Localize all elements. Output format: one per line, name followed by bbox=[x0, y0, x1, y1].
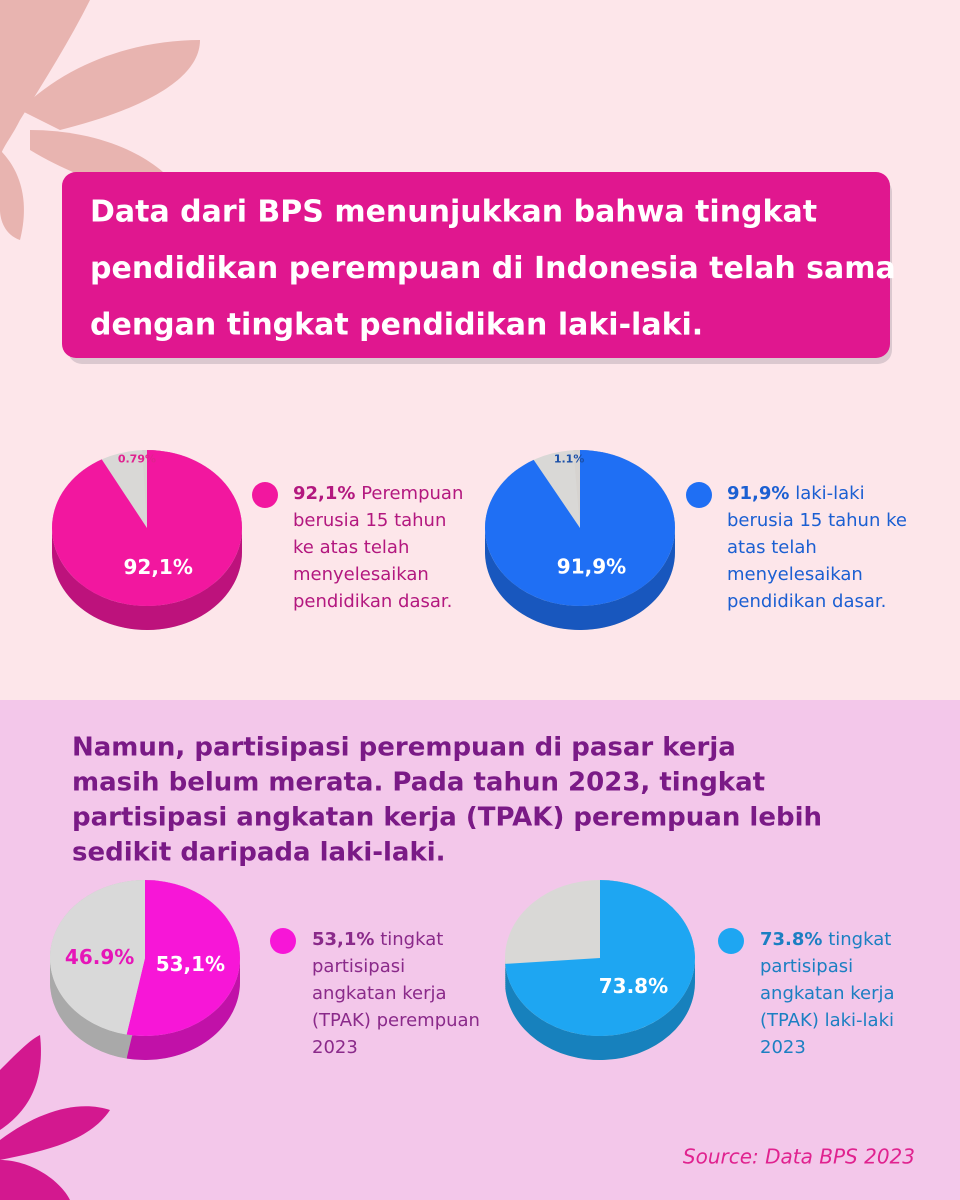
description-line: partisipasi bbox=[312, 956, 405, 977]
value-label: 73.8% bbox=[599, 974, 668, 998]
description-line: partisipasi bbox=[760, 956, 853, 977]
header-line: Data dari BPS menunjukkan bahwa tingkat bbox=[90, 195, 817, 230]
subheading-line: sedikit daripada laki-laki. bbox=[72, 838, 446, 868]
description-line: pendidikan dasar. bbox=[727, 591, 886, 612]
pie-slice bbox=[573, 450, 580, 528]
description-line: angkatan kerja bbox=[312, 983, 447, 1004]
description-text: tingkat bbox=[828, 929, 891, 950]
legend-bullet bbox=[718, 928, 744, 954]
description-line: 73.8% tingkat bbox=[760, 929, 891, 950]
description-highlight: 53,1% bbox=[312, 929, 374, 950]
value-label: 92,1% bbox=[124, 555, 193, 579]
legend-bullet bbox=[252, 482, 278, 508]
description-line: pendidikan dasar. bbox=[293, 591, 452, 612]
description-line: ke atas telah bbox=[293, 537, 409, 558]
description-text: Perempuan bbox=[361, 483, 463, 504]
description-highlight: 73.8% bbox=[760, 929, 822, 950]
description-line: 2023 bbox=[312, 1037, 358, 1058]
header-line: dengan tingkat pendidikan laki-laki. bbox=[90, 308, 703, 343]
pie-slice bbox=[49, 880, 145, 1035]
description-line: menyelesaikan bbox=[293, 564, 429, 585]
pie-chart: 92,1% 0.79% 92,1% Perempuan berusia 15 tahu… bbox=[51, 450, 463, 631]
legend-bullet bbox=[270, 928, 296, 954]
description-line: 53,1% tingkat bbox=[312, 929, 443, 950]
description-line: (TPAK) laki-laki bbox=[760, 1010, 894, 1031]
description-highlight: 92,1% bbox=[293, 483, 355, 504]
pie-slice bbox=[142, 450, 147, 528]
description-highlight: 91,9% bbox=[727, 483, 789, 504]
description-line: atas telah bbox=[727, 537, 817, 558]
description-text: laki-laki bbox=[795, 483, 864, 504]
description-line: angkatan kerja bbox=[760, 983, 895, 1004]
subheading-line: masih belum merata. Pada tahun 2023, tin… bbox=[72, 768, 765, 798]
value-label: 46.9% bbox=[65, 945, 134, 969]
header-line: pendidikan perempuan di Indonesia telah … bbox=[90, 251, 896, 286]
pie-chart: 91,9% 1.1% 91,9% laki-laki berusia 15 tahun… bbox=[484, 450, 907, 630]
value-label: 1.1% bbox=[554, 452, 585, 465]
pie-chart: 53,1% 46.9% 53,1% tingkat partisipasi angkat… bbox=[49, 880, 480, 1060]
description-line: 92,1% Perempuan bbox=[293, 483, 463, 504]
source: Source: Data BPS 2023 bbox=[683, 1145, 915, 1169]
pie-slice bbox=[505, 880, 696, 1036]
description-text: tingkat bbox=[380, 929, 443, 950]
subheading-line: Namun, partisipasi perempuan di pasar ke… bbox=[72, 733, 736, 763]
pie-slice bbox=[126, 880, 241, 1036]
value-label: 53,1% bbox=[156, 952, 225, 976]
description-line: (TPAK) perempuan bbox=[312, 1010, 480, 1031]
value-label: 91,9% bbox=[557, 555, 626, 579]
description-line: menyelesaikan bbox=[727, 564, 863, 585]
legend-bullet bbox=[686, 482, 712, 508]
header-box bbox=[62, 172, 890, 358]
description-line: 2023 bbox=[760, 1037, 806, 1058]
description-line: 91,9% laki-laki bbox=[727, 483, 865, 504]
description-line: berusia 15 tahun bbox=[293, 510, 446, 531]
value-label: 0.79% bbox=[118, 452, 156, 465]
subheading-line: partisipasi angkatan kerja (TPAK) peremp… bbox=[72, 803, 822, 833]
description-line: berusia 15 tahun ke bbox=[727, 510, 907, 531]
decor-petals-bottom bbox=[0, 1035, 110, 1200]
